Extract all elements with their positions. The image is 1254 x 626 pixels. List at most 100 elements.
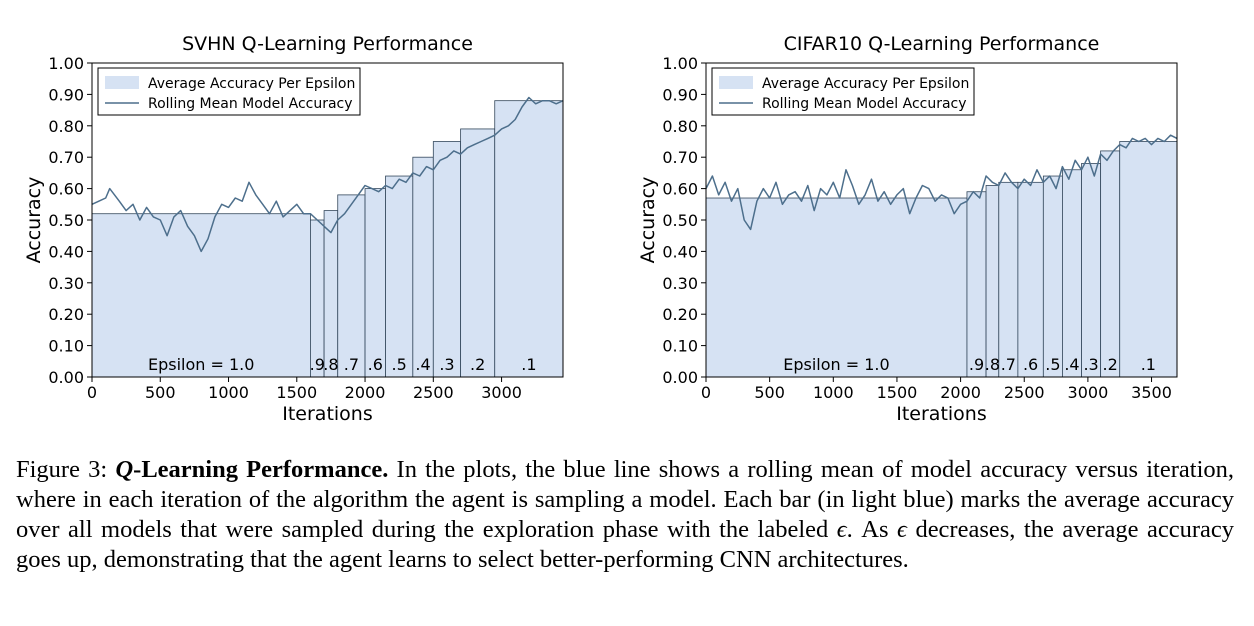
chart-1-ytick-label: 0.60 [662, 180, 698, 199]
chart-0-bar-label-6: .4 [415, 355, 430, 374]
chart-1-bar-label-2: .8 [985, 355, 1000, 374]
chart-0-legend-box [97, 67, 361, 116]
chart-0-bar-8 [460, 128, 496, 378]
chart-0-bar-label-2: .8 [323, 355, 338, 374]
chart-1-legend-swatch-bars [719, 76, 753, 89]
chart-1-bar-0 [705, 197, 968, 378]
chart-1-xtick-label: 2500 [1004, 383, 1045, 402]
chart-1-bar-label-0: Epsilon = 1.0 [783, 355, 889, 374]
chart-1-bar-1 [966, 191, 987, 378]
chart-0-bar-2 [323, 210, 339, 378]
chart-1-bar-label-1: .9 [969, 355, 984, 374]
chart-1-xtick-label: 3000 [1068, 383, 1109, 402]
chart-0-bar-label-4: .6 [368, 355, 383, 374]
chart-0-ytick-label: 0.60 [48, 180, 84, 199]
chart-0-bar-label-8: .2 [470, 355, 485, 374]
chart-1-bar-label-8: .2 [1103, 355, 1118, 374]
chart-0-ytick-label: 0.00 [48, 368, 84, 387]
chart-1-bar-label-5: .5 [1045, 355, 1060, 374]
chart-0-legend-label-line: Rolling Mean Model Accuracy [148, 96, 353, 112]
chart-0-ytick-label: 0.30 [48, 274, 84, 293]
chart-1-ytick-label: 0.30 [662, 274, 698, 293]
chart-0-xlabel: Iterations [282, 403, 373, 425]
chart-1-xtick-label: 3500 [1131, 383, 1172, 402]
chart-1-xtick-label: 2000 [940, 383, 981, 402]
chart-1-ylabel: Accuracy [637, 177, 659, 264]
chart-1-ytick-label: 0.10 [662, 337, 698, 356]
chart-1-ytick-label: 0.00 [662, 368, 698, 387]
chart-1-xtick-label: 1000 [813, 383, 854, 402]
chart-1-ytick-label: 0.50 [662, 211, 698, 230]
chart-0-xtick-label: 1500 [276, 383, 317, 402]
chart-1-bar-label-4: .6 [1023, 355, 1038, 374]
caption-epsilon-symbol: ϵ [897, 516, 907, 543]
chart-1-legend-label-line: Rolling Mean Model Accuracy [762, 96, 967, 112]
chart-0-bar-label-3: .7 [344, 355, 359, 374]
chart-0-xtick-label: 1000 [208, 383, 249, 402]
chart-0-xtick-label: 3000 [481, 383, 522, 402]
chart-0-bar-label-0: Epsilon = 1.0 [148, 355, 254, 374]
chart-0-bar-label-1: .9 [310, 355, 325, 374]
caption-figure-label: Figure 3: [16, 456, 108, 483]
chart-0-ytick-label: 0.70 [48, 148, 84, 167]
chart-1-ytick-label: 0.70 [662, 148, 698, 167]
chart-0-bar-1 [310, 219, 325, 378]
chart-0-bar-3 [337, 194, 366, 378]
chart-1-bar-4 [1017, 181, 1044, 378]
chart-0-bar-7 [432, 141, 462, 378]
caption-text-a: In the plots, the blue line shows a roll… [16, 456, 1234, 543]
chart-1-xtick-label: 1500 [877, 383, 918, 402]
chart-1-bar-label-9: .1 [1141, 355, 1156, 374]
chart-1-bar-3 [998, 181, 1019, 378]
chart-0-ylabel: Accuracy [23, 177, 45, 264]
chart-0-bar-6 [412, 156, 434, 378]
chart-0-legend-swatch-bars [105, 76, 139, 89]
chart-0-rolling-mean-line [91, 96, 564, 253]
chart-0-bar-9 [494, 100, 564, 378]
chart-0-xtick-label: 2000 [345, 383, 386, 402]
caption-epsilon-symbol: ϵ [836, 516, 847, 543]
chart-1-bar-7 [1081, 163, 1102, 378]
chart-1-ytick-label: 1.00 [662, 54, 698, 73]
chart-0-ytick-label: 0.80 [48, 117, 84, 136]
chart-0-bar-label-7: .3 [439, 355, 454, 374]
chart-0-xtick-label: 500 [145, 383, 176, 402]
chart-1-bar-9 [1119, 141, 1178, 378]
chart-1-xtick-label: 0 [701, 383, 711, 402]
chart-0-ytick-label: 0.10 [48, 337, 84, 356]
chart-0-ytick-label: 0.20 [48, 305, 84, 324]
chart-1-ytick-label: 0.40 [662, 242, 698, 261]
chart-1-xlabel: Iterations [896, 403, 987, 425]
caption-title-symbol: Q [115, 456, 134, 483]
chart-0-bar-5 [385, 175, 414, 378]
chart-1-ytick-label: 0.20 [662, 305, 698, 324]
chart-1-ytick-label: 0.80 [662, 117, 698, 136]
chart-1-legend-box [711, 67, 975, 116]
chart-0-ytick-label: 0.40 [48, 242, 84, 261]
chart-0-legend-label-bars: Average Accuracy Per Epsilon [148, 76, 355, 92]
caption-title: Q-Learning Performance. [115, 456, 388, 483]
chart-0-xtick-label: 0 [87, 383, 97, 402]
chart-0-bar-label-9: .1 [521, 355, 536, 374]
figure-caption: Figure 3: Q-Learning Performance. In the… [16, 455, 1234, 575]
caption-text-b: . As [846, 516, 889, 543]
chart-1-rolling-mean-line [705, 134, 1178, 231]
chart-0-bar-0 [91, 213, 311, 378]
cifar10-chart: Epsilon = 1.0 .9.8.7 .6 .5.4.3 .2 .1 0.00 0.10 0… [637, 33, 1178, 425]
chart-1-bar-label-3: .7 [1001, 355, 1016, 374]
svhn-chart: Epsilon = 1.0 .9.8 .7 .6 .5 .4 .3 .2 .1 0.00 0.10 0… [23, 33, 564, 425]
chart-1-legend-label-bars: Average Accuracy Per Epsilon [762, 76, 969, 92]
chart-1-ytick-label: 0.90 [662, 85, 698, 104]
chart-0-title: SVHN Q-Learning Performance [182, 33, 473, 55]
chart-1-bar-6 [1062, 169, 1082, 378]
chart-0-ytick-label: 0.90 [48, 85, 84, 104]
chart-1-bar-5 [1042, 175, 1063, 378]
chart-0-bar-label-5: .5 [392, 355, 407, 374]
caption-text-c: decreases, the average accuracy goes up,… [16, 516, 1235, 573]
chart-0-bar-4 [364, 188, 386, 378]
caption-title-rest: -Learning Performance. [133, 456, 389, 483]
chart-1-bar-8 [1100, 150, 1121, 378]
chart-1-bar-label-7: .3 [1083, 355, 1098, 374]
chart-1-title: CIFAR10 Q-Learning Performance [784, 33, 1100, 55]
chart-1-bar-2 [985, 185, 1000, 378]
